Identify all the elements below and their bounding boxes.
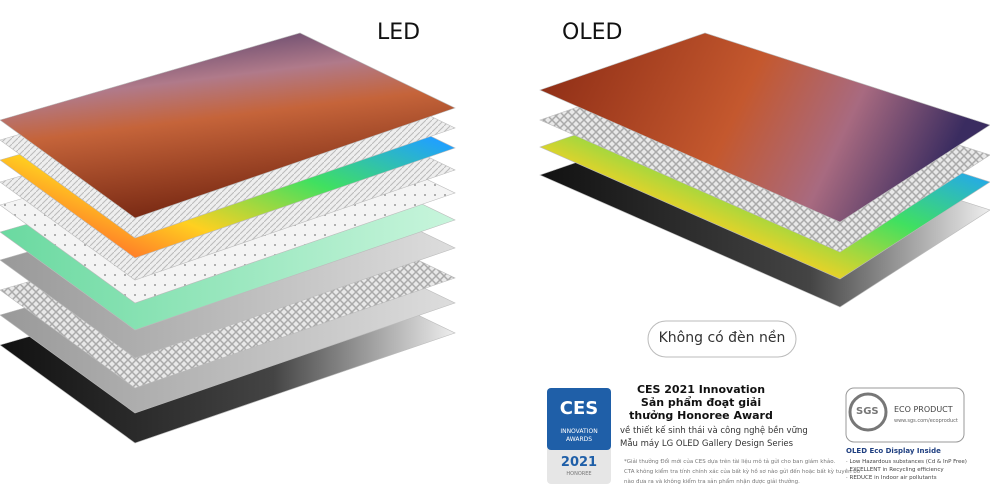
badge-text: AWARDS [565,436,593,443]
eco-point: · Low Hazardous substances (Cd & InP Fre… [846,459,967,465]
ces-badge-top [547,388,611,450]
footnote: CTA không kiểm tra tính chính xác của bấ… [624,469,861,475]
led-screen [0,32,456,219]
heading: LED [377,20,421,45]
award-title: Sản phẩm đoạt giải [640,396,762,409]
sgs-circle [848,392,888,432]
eco-point: · REDUCE in Indoor air pollutants [846,475,937,481]
badge-tier: HONOREE [566,471,592,477]
badge-logo: CES [559,398,599,419]
award-sub: về thiết kế sinh thái và công nghệ bền v… [620,426,808,436]
award-title: thưởng Honoree Award [629,409,773,422]
button-outline[interactable] [647,320,797,358]
award-sub: Mẫu máy LG OLED Gallery Design Series [620,439,794,449]
oled-screen [539,32,990,223]
sgs-logo: SGS [856,406,879,417]
badge-text: INNOVATION [560,428,598,435]
heading: OLED [562,20,623,45]
eco-label: ECO PRODUCT [894,405,953,414]
footnote: nào đưa ra và không kiểm tra sản phẩm nh… [624,479,800,485]
award-title: CES 2021 Innovation [636,383,766,396]
button-label[interactable]: Không có đèn nền [658,330,786,346]
eco-title: OLED Eco Display Inside [846,447,941,455]
eco-point: · EXCELLENT in Recycling efficiency [846,467,944,473]
eco-url: www.sgs.com/ecoproduct [894,418,958,424]
footnote: *Giải thưởng Đổi mới của CES dựa trên tà… [624,459,836,465]
badge-year: 2021 [560,455,598,470]
